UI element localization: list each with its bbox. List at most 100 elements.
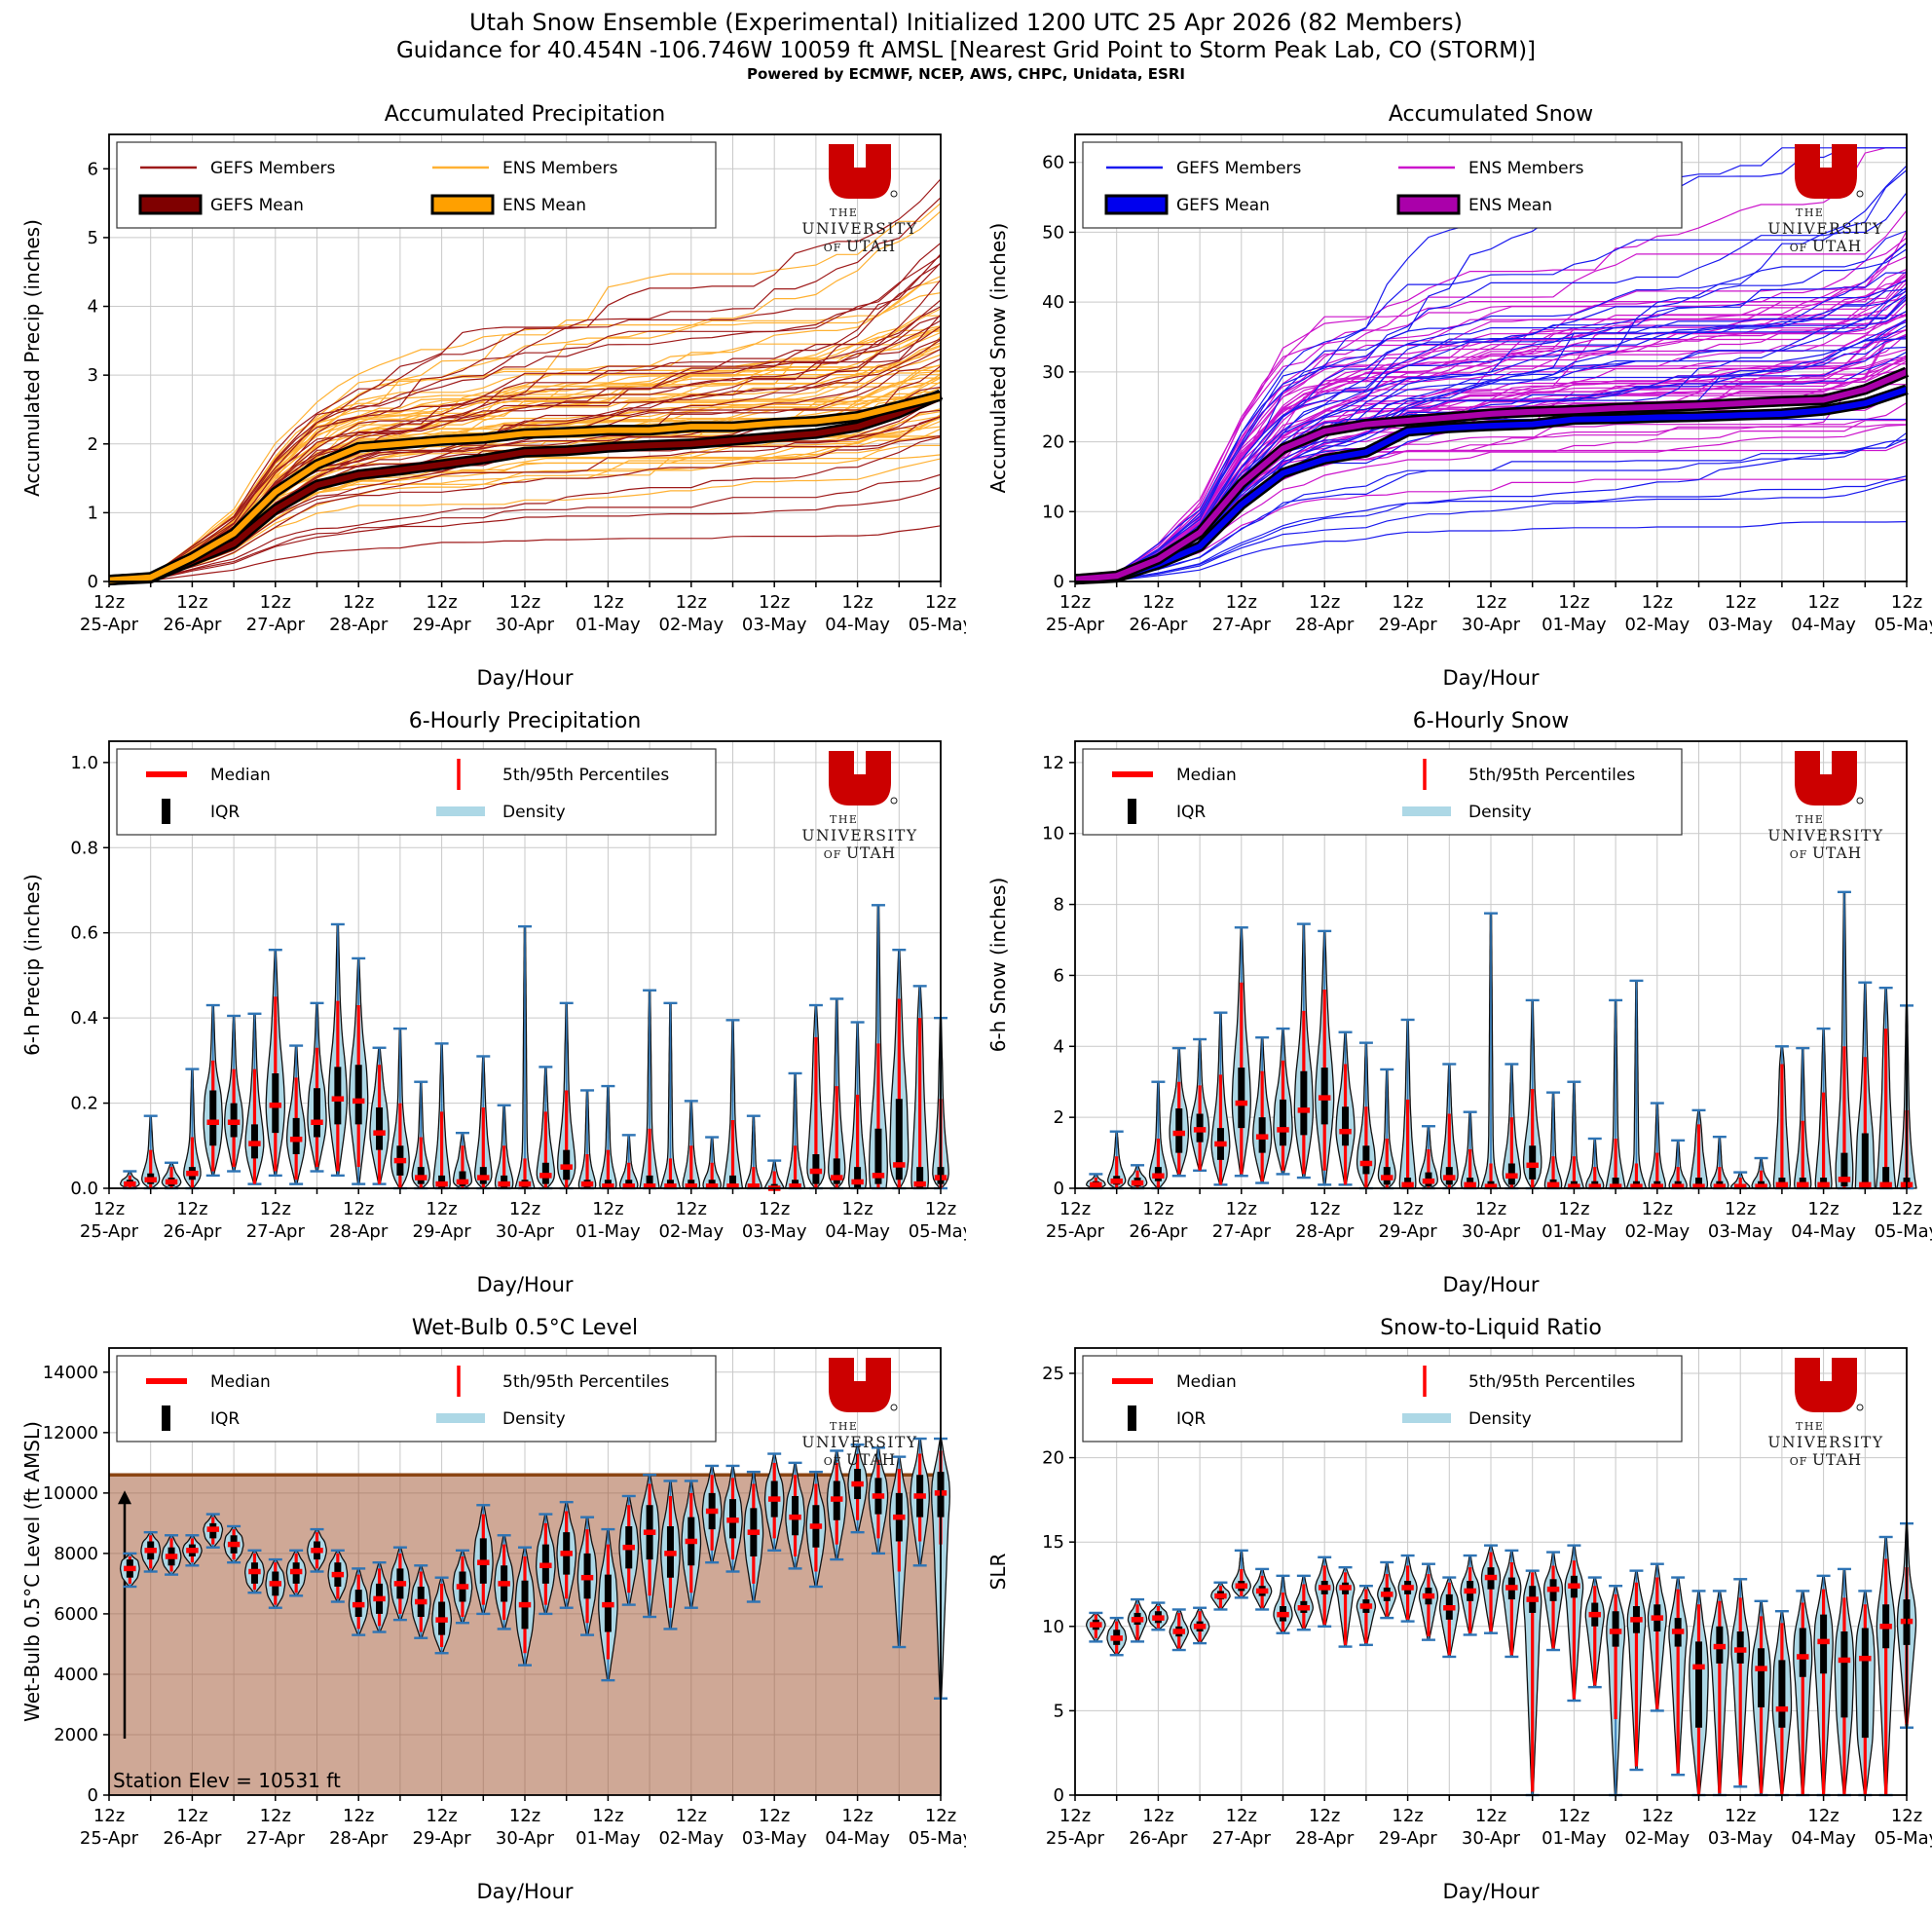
x-tick-day: 01-May — [576, 1828, 641, 1849]
panel-title: 6-Hourly Precipitation — [409, 709, 642, 733]
six-hourly-snow-plot: 12z25-Apr12z26-Apr12z27-Apr12z28-Apr12z2… — [986, 709, 1932, 1296]
violin — [1398, 1018, 1417, 1190]
x-tick-hour: 12z — [676, 592, 707, 613]
violin — [119, 1552, 140, 1589]
violin — [805, 1470, 827, 1589]
x-axis-label: Day/Hour — [476, 1880, 573, 1903]
violin — [826, 1449, 847, 1561]
x-tick-day: 05-May — [1875, 615, 1932, 635]
y-tick: 60 — [1042, 153, 1064, 173]
x-tick-hour: 12z — [343, 1199, 374, 1219]
y-tick: 10 — [1042, 1617, 1064, 1637]
x-tick-hour: 12z — [1642, 1806, 1673, 1826]
x-tick-hour: 12z — [1558, 1806, 1589, 1826]
six-hourly-precipitation-plot: 12z25-Apr12z26-Apr12z27-Apr12z28-Apr12z2… — [20, 709, 966, 1296]
x-tick-hour: 12z — [1725, 592, 1756, 613]
x-tick-hour: 12z — [260, 592, 291, 613]
violin — [285, 1549, 307, 1597]
x-tick-hour: 12z — [1891, 592, 1922, 613]
violin — [910, 985, 929, 1190]
violin — [473, 1055, 493, 1190]
violin — [452, 1549, 473, 1625]
legend-label: Density — [1468, 803, 1532, 822]
x-tick-hour: 12z — [1807, 1806, 1839, 1826]
violins — [1086, 890, 1917, 1190]
x-tick-hour: 12z — [841, 592, 873, 613]
x-tick-hour: 12z — [1891, 1806, 1922, 1826]
x-tick-hour: 12z — [1059, 1199, 1091, 1219]
violin — [556, 1500, 577, 1609]
x-axis: 12z25-Apr12z26-Apr12z27-Apr12z28-Apr12z2… — [80, 1188, 966, 1242]
violin — [1148, 1601, 1169, 1631]
x-tick-hour: 12z — [1392, 1199, 1423, 1219]
x-tick-hour: 12z — [1059, 1806, 1091, 1826]
x-tick-day: 26-Apr — [163, 1828, 222, 1849]
violin — [1252, 1035, 1273, 1184]
legend-label: 5th/95th Percentiles — [1468, 766, 1635, 785]
violin — [349, 956, 369, 1185]
violin — [1480, 1544, 1502, 1634]
x-tick-hour: 12z — [676, 1199, 707, 1219]
x-tick-day: 30-Apr — [496, 1221, 555, 1242]
legend-label: GEFS Members — [210, 159, 336, 178]
violin — [120, 1170, 140, 1190]
mean-ENS — [108, 390, 943, 586]
violin — [1190, 1037, 1210, 1172]
x-tick-day: 02-May — [658, 1828, 724, 1849]
violin — [763, 1452, 785, 1552]
x-tick-hour: 12z — [260, 1199, 291, 1219]
violin — [1418, 1125, 1438, 1190]
x-axis: 12z25-Apr12z26-Apr12z27-Apr12z28-Apr12z2… — [80, 581, 966, 635]
violins — [120, 904, 949, 1191]
x-tick-hour: 12z — [93, 1806, 125, 1826]
x-tick-hour: 12z — [592, 592, 623, 613]
panel-title: Accumulated Precipitation — [385, 102, 665, 127]
y-tick: 6000 — [54, 1604, 98, 1625]
violin — [1502, 1063, 1522, 1190]
violin — [494, 1534, 515, 1630]
x-tick-day: 04-May — [1791, 1828, 1856, 1849]
x-tick-hour: 12z — [925, 1806, 956, 1826]
x-tick-day: 02-May — [1624, 615, 1690, 635]
y-tick: 10000 — [43, 1483, 98, 1504]
y-tick: 25 — [1042, 1364, 1064, 1384]
x-tick-hour: 12z — [1558, 1199, 1589, 1219]
x-tick-hour: 12z — [1309, 1806, 1340, 1826]
y-axis-label: Wet-Bulb 0.5°C Level (ft AMSL) — [20, 1421, 44, 1722]
violin — [536, 1066, 556, 1190]
panel-title: Accumulated Snow — [1389, 102, 1593, 127]
violin — [599, 1084, 617, 1190]
violin — [723, 1464, 743, 1573]
legend: Median 5th/95th Percentiles IQR Density — [116, 748, 717, 836]
svg-text:THE: THE — [1796, 813, 1824, 826]
wet-bulb-level-plot: Station Elev = 10531 ft12z25-Apr12z26-Ap… — [20, 1316, 966, 1903]
legend-label: ENS Mean — [1468, 196, 1552, 215]
x-tick-hour: 12z — [925, 592, 956, 613]
violin — [265, 1557, 286, 1609]
y-axis-label: 6-h Snow (inches) — [986, 878, 1010, 1053]
svg-text:OF UTAH: OF UTAH — [824, 844, 896, 862]
y-tick: 3 — [88, 365, 98, 386]
legend-label: Median — [1176, 1372, 1237, 1392]
x-tick-hour: 12z — [1142, 592, 1173, 613]
violin — [224, 1014, 244, 1173]
x-tick-day: 05-May — [909, 615, 966, 635]
x-tick-hour: 12z — [1807, 592, 1839, 613]
x-tick-day: 28-Apr — [1295, 1221, 1355, 1242]
svg-text:UNIVERSITY: UNIVERSITY — [1767, 1434, 1883, 1451]
legend-label: 5th/95th Percentiles — [502, 766, 669, 785]
violin — [557, 1001, 576, 1190]
x-tick-day: 26-Apr — [1129, 1828, 1188, 1849]
violin — [1710, 1135, 1729, 1190]
x-tick-day: 29-Apr — [413, 1221, 472, 1242]
y-tick: 2000 — [54, 1725, 98, 1745]
x-tick-hour: 12z — [1226, 1199, 1257, 1219]
x-tick-day: 29-Apr — [413, 615, 472, 635]
y-axis-label: Accumulated Snow (inches) — [986, 223, 1010, 494]
x-tick-hour: 12z — [426, 1199, 457, 1219]
violin — [1106, 1130, 1127, 1190]
x-tick-hour: 12z — [1142, 1199, 1173, 1219]
y-tick: 6 — [1054, 965, 1064, 986]
violin — [1460, 1110, 1480, 1190]
